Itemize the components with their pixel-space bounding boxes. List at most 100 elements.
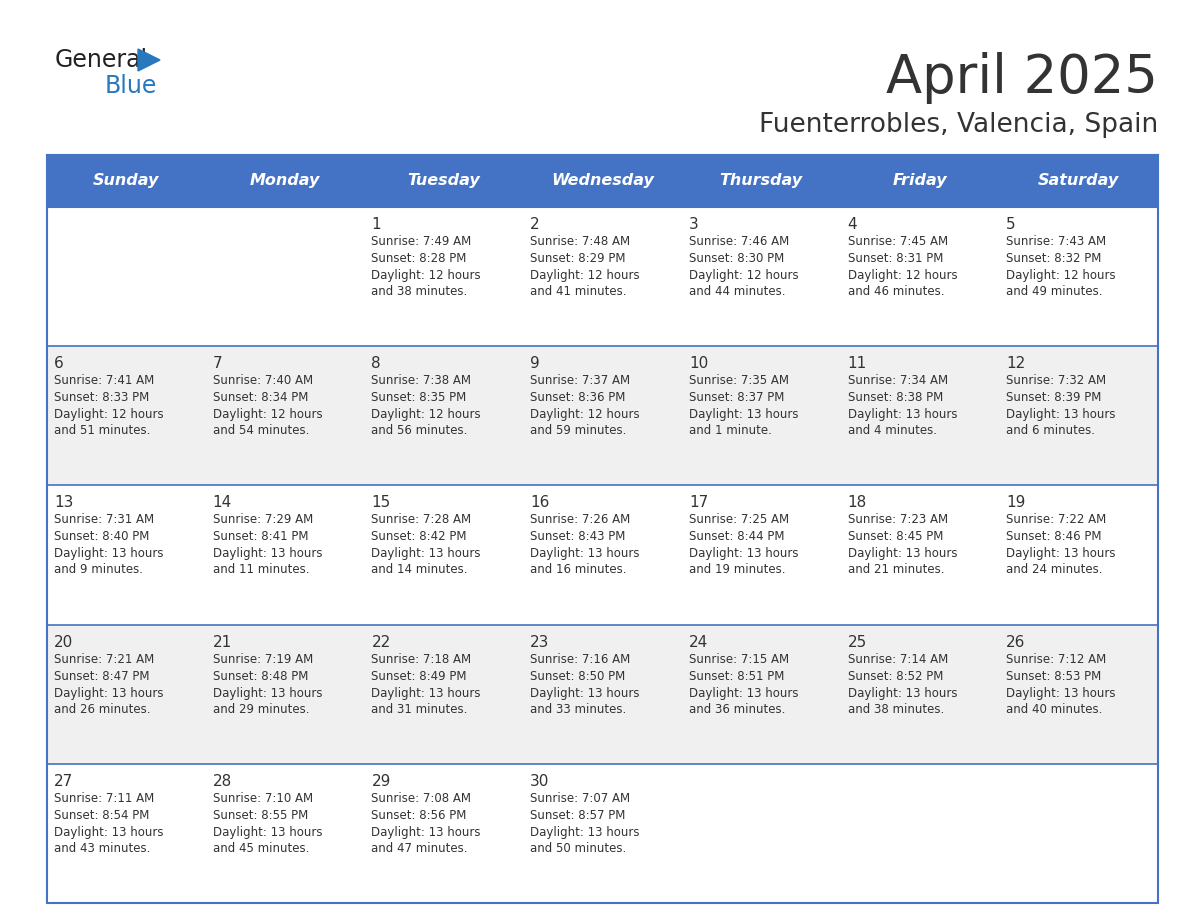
Text: Sunrise: 7:26 AM: Sunrise: 7:26 AM: [530, 513, 631, 526]
Text: 26: 26: [1006, 634, 1025, 650]
Text: Daylight: 12 hours: Daylight: 12 hours: [213, 409, 322, 421]
Text: Daylight: 13 hours: Daylight: 13 hours: [53, 687, 164, 700]
Text: 23: 23: [530, 634, 550, 650]
Text: and 46 minutes.: and 46 minutes.: [847, 285, 944, 298]
Text: Sunset: 8:56 PM: Sunset: 8:56 PM: [372, 809, 467, 822]
Text: Daylight: 12 hours: Daylight: 12 hours: [530, 409, 640, 421]
Text: Sunset: 8:42 PM: Sunset: 8:42 PM: [372, 531, 467, 543]
Text: 10: 10: [689, 356, 708, 371]
Polygon shape: [138, 49, 160, 71]
Text: Sunset: 8:32 PM: Sunset: 8:32 PM: [1006, 252, 1101, 265]
Text: Sunset: 8:49 PM: Sunset: 8:49 PM: [372, 669, 467, 683]
Text: 3: 3: [689, 217, 699, 232]
Text: Sunrise: 7:41 AM: Sunrise: 7:41 AM: [53, 375, 154, 387]
Text: Sunset: 8:44 PM: Sunset: 8:44 PM: [689, 531, 784, 543]
Text: and 51 minutes.: and 51 minutes.: [53, 424, 151, 437]
Text: Blue: Blue: [105, 74, 157, 98]
Text: Sunset: 8:33 PM: Sunset: 8:33 PM: [53, 391, 150, 404]
Text: 24: 24: [689, 634, 708, 650]
Text: 9: 9: [530, 356, 539, 371]
Text: Sunrise: 7:14 AM: Sunrise: 7:14 AM: [847, 653, 948, 666]
Text: Sunrise: 7:32 AM: Sunrise: 7:32 AM: [1006, 375, 1106, 387]
Text: and 59 minutes.: and 59 minutes.: [530, 424, 626, 437]
Text: 18: 18: [847, 496, 867, 510]
Text: Sunrise: 7:15 AM: Sunrise: 7:15 AM: [689, 653, 789, 666]
Text: and 56 minutes.: and 56 minutes.: [372, 424, 468, 437]
Text: Daylight: 13 hours: Daylight: 13 hours: [213, 826, 322, 839]
Text: Sunset: 8:57 PM: Sunset: 8:57 PM: [530, 809, 626, 822]
Text: April 2025: April 2025: [886, 52, 1158, 104]
Bar: [48, 486, 1158, 624]
Text: Sunrise: 7:29 AM: Sunrise: 7:29 AM: [213, 513, 312, 526]
Text: Sunrise: 7:43 AM: Sunrise: 7:43 AM: [1006, 235, 1106, 248]
Text: Sunrise: 7:16 AM: Sunrise: 7:16 AM: [530, 653, 631, 666]
Text: Sunset: 8:38 PM: Sunset: 8:38 PM: [847, 391, 943, 404]
Text: Sunrise: 7:48 AM: Sunrise: 7:48 AM: [530, 235, 631, 248]
Text: Sunrise: 7:11 AM: Sunrise: 7:11 AM: [53, 792, 154, 805]
Text: Sunset: 8:46 PM: Sunset: 8:46 PM: [1006, 531, 1101, 543]
Text: Sunrise: 7:22 AM: Sunrise: 7:22 AM: [1006, 513, 1106, 526]
Text: Sunset: 8:52 PM: Sunset: 8:52 PM: [847, 669, 943, 683]
Text: Sunset: 8:31 PM: Sunset: 8:31 PM: [847, 252, 943, 265]
Text: Daylight: 12 hours: Daylight: 12 hours: [689, 269, 798, 282]
Text: Sunrise: 7:28 AM: Sunrise: 7:28 AM: [372, 513, 472, 526]
Text: Daylight: 12 hours: Daylight: 12 hours: [372, 269, 481, 282]
Text: Daylight: 13 hours: Daylight: 13 hours: [847, 687, 958, 700]
Text: 15: 15: [372, 496, 391, 510]
Text: Sunrise: 7:12 AM: Sunrise: 7:12 AM: [1006, 653, 1106, 666]
Text: Sunrise: 7:25 AM: Sunrise: 7:25 AM: [689, 513, 789, 526]
Text: Daylight: 13 hours: Daylight: 13 hours: [1006, 687, 1116, 700]
Text: and 31 minutes.: and 31 minutes.: [372, 702, 468, 716]
Text: Sunset: 8:45 PM: Sunset: 8:45 PM: [847, 531, 943, 543]
Text: and 16 minutes.: and 16 minutes.: [530, 564, 626, 577]
Text: 7: 7: [213, 356, 222, 371]
Text: Daylight: 13 hours: Daylight: 13 hours: [1006, 547, 1116, 560]
Bar: [48, 155, 1158, 903]
Text: and 38 minutes.: and 38 minutes.: [372, 285, 468, 298]
Text: Sunset: 8:47 PM: Sunset: 8:47 PM: [53, 669, 150, 683]
Text: Daylight: 13 hours: Daylight: 13 hours: [53, 826, 164, 839]
Text: and 21 minutes.: and 21 minutes.: [847, 564, 944, 577]
Text: Daylight: 13 hours: Daylight: 13 hours: [372, 687, 481, 700]
Text: Wednesday: Wednesday: [551, 174, 653, 188]
Text: Sunrise: 7:49 AM: Sunrise: 7:49 AM: [372, 235, 472, 248]
Text: and 36 minutes.: and 36 minutes.: [689, 702, 785, 716]
Text: Sunrise: 7:38 AM: Sunrise: 7:38 AM: [372, 375, 472, 387]
Text: and 44 minutes.: and 44 minutes.: [689, 285, 785, 298]
Text: Sunset: 8:35 PM: Sunset: 8:35 PM: [372, 391, 467, 404]
Text: Sunset: 8:51 PM: Sunset: 8:51 PM: [689, 669, 784, 683]
Text: Daylight: 13 hours: Daylight: 13 hours: [530, 547, 639, 560]
Text: Daylight: 13 hours: Daylight: 13 hours: [213, 687, 322, 700]
Text: and 54 minutes.: and 54 minutes.: [213, 424, 309, 437]
Text: Sunset: 8:30 PM: Sunset: 8:30 PM: [689, 252, 784, 265]
Text: and 6 minutes.: and 6 minutes.: [1006, 424, 1095, 437]
Text: Sunset: 8:48 PM: Sunset: 8:48 PM: [213, 669, 308, 683]
Bar: [48, 624, 1158, 764]
Text: Daylight: 12 hours: Daylight: 12 hours: [530, 269, 640, 282]
Text: Sunset: 8:50 PM: Sunset: 8:50 PM: [530, 669, 625, 683]
Text: and 47 minutes.: and 47 minutes.: [372, 842, 468, 855]
Text: 19: 19: [1006, 496, 1025, 510]
Text: and 38 minutes.: and 38 minutes.: [847, 702, 943, 716]
Text: Sunrise: 7:34 AM: Sunrise: 7:34 AM: [847, 375, 948, 387]
Text: 27: 27: [53, 774, 74, 789]
Text: Sunrise: 7:35 AM: Sunrise: 7:35 AM: [689, 375, 789, 387]
Text: and 50 minutes.: and 50 minutes.: [530, 842, 626, 855]
Text: and 33 minutes.: and 33 minutes.: [530, 702, 626, 716]
Text: Sunrise: 7:23 AM: Sunrise: 7:23 AM: [847, 513, 948, 526]
Text: Monday: Monday: [249, 174, 321, 188]
Text: 21: 21: [213, 634, 232, 650]
Text: 30: 30: [530, 774, 550, 789]
Text: Daylight: 13 hours: Daylight: 13 hours: [530, 826, 639, 839]
Text: Sunrise: 7:21 AM: Sunrise: 7:21 AM: [53, 653, 154, 666]
Text: and 9 minutes.: and 9 minutes.: [53, 564, 143, 577]
Text: 2: 2: [530, 217, 539, 232]
Text: 11: 11: [847, 356, 867, 371]
Text: Sunset: 8:36 PM: Sunset: 8:36 PM: [530, 391, 626, 404]
Text: and 14 minutes.: and 14 minutes.: [372, 564, 468, 577]
Text: Sunset: 8:43 PM: Sunset: 8:43 PM: [530, 531, 626, 543]
Text: Sunset: 8:54 PM: Sunset: 8:54 PM: [53, 809, 150, 822]
Text: and 26 minutes.: and 26 minutes.: [53, 702, 151, 716]
Text: Daylight: 13 hours: Daylight: 13 hours: [372, 826, 481, 839]
Text: Daylight: 13 hours: Daylight: 13 hours: [847, 547, 958, 560]
